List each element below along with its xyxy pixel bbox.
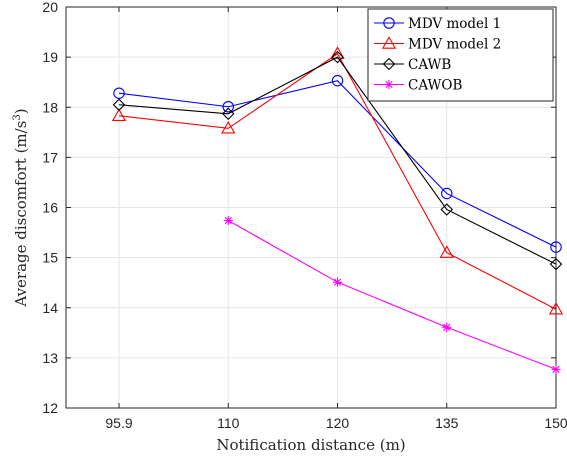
legend-label-cawob: CAWOB: [408, 78, 462, 94]
x-tick-label: 135: [435, 415, 459, 431]
data-point-mdv-model-1: [550, 241, 562, 253]
data-point-cawb: [440, 203, 454, 216]
y-tick-label: 17: [42, 149, 58, 165]
x-tick-label: 150: [544, 415, 567, 431]
y-tick-label: 14: [42, 300, 58, 316]
y-tick-label: 15: [42, 250, 58, 266]
data-point-mdv-model-1: [113, 87, 125, 99]
data-point-cawb: [331, 50, 344, 64]
data-point-cawb: [221, 107, 235, 121]
y-tick-label: 19: [42, 49, 58, 65]
y-tick-label: 20: [42, 0, 58, 15]
legend-marker-mdv-model-2: [381, 36, 397, 49]
x-tick-label: 95.9: [105, 415, 132, 431]
data-point-mdv-model-1: [331, 74, 344, 87]
asterisk-stroke: [552, 365, 560, 374]
x-axis-label: Notification distance (m): [216, 436, 405, 454]
asterisk-stroke: [385, 80, 393, 89]
legend-marker-mdv-model-1: [383, 17, 395, 29]
series-line-mdv-model-1: [118, 80, 557, 248]
legend-label-mdv-model-2: MDV model 2: [408, 37, 501, 53]
data-point-mdv-model-2: [221, 120, 236, 134]
y-tick-label: 13: [42, 350, 58, 366]
y-tick-label: 18: [42, 99, 58, 115]
axis-ticks: 12 13 14 15 16 17 18 19 20 95.9 110 120 135 150: [42, 0, 567, 431]
data-point-mdv-model-1: [440, 187, 453, 200]
data-point-cawob: [223, 215, 233, 226]
legend-label-mdv-model-1: MDV model 1: [408, 16, 501, 32]
data-point-cawob: [442, 322, 452, 332]
legend: MDV model 1 MDV model 2 CAWB CAWOB: [367, 8, 554, 102]
data-point-mdv-model-2: [330, 46, 345, 59]
data-point-mdv-model-1: [222, 100, 235, 113]
legend-label-cawb: CAWB: [408, 57, 451, 73]
data-point-cawob: [551, 364, 561, 375]
data-point-cawb: [112, 98, 126, 112]
y-tick-label: 12: [42, 400, 58, 416]
data-point-cawb: [549, 257, 563, 271]
series-line-mdv-model-2: [118, 52, 557, 310]
asterisk-stroke: [224, 216, 232, 225]
data-point-cawob: [332, 277, 343, 287]
legend-marker-cawb: [382, 57, 396, 71]
data-point-mdv-model-2: [111, 108, 127, 121]
y-axis-label-main: Average discomfort (m/s: [12, 121, 30, 308]
asterisk-stroke: [443, 323, 451, 331]
series-line-cawb: [118, 56, 557, 265]
data-point-mdv-model-2: [548, 301, 564, 315]
y-axis-label-superscript: 3: [12, 114, 23, 120]
legend-box: [367, 8, 554, 102]
series-line-cawob: [227, 220, 557, 370]
y-tick-label: 16: [42, 200, 58, 216]
legend-marker-cawob: [384, 79, 394, 90]
x-tick-label: 110: [217, 415, 240, 431]
y-axis-label-close: ): [12, 108, 30, 114]
data-point-mdv-model-2: [439, 245, 454, 258]
series-group: [111, 46, 564, 375]
y-axis-label: Average discomfort (m/s3): [12, 108, 30, 307]
x-tick-label: 120: [326, 415, 350, 431]
asterisk-stroke: [333, 278, 342, 286]
